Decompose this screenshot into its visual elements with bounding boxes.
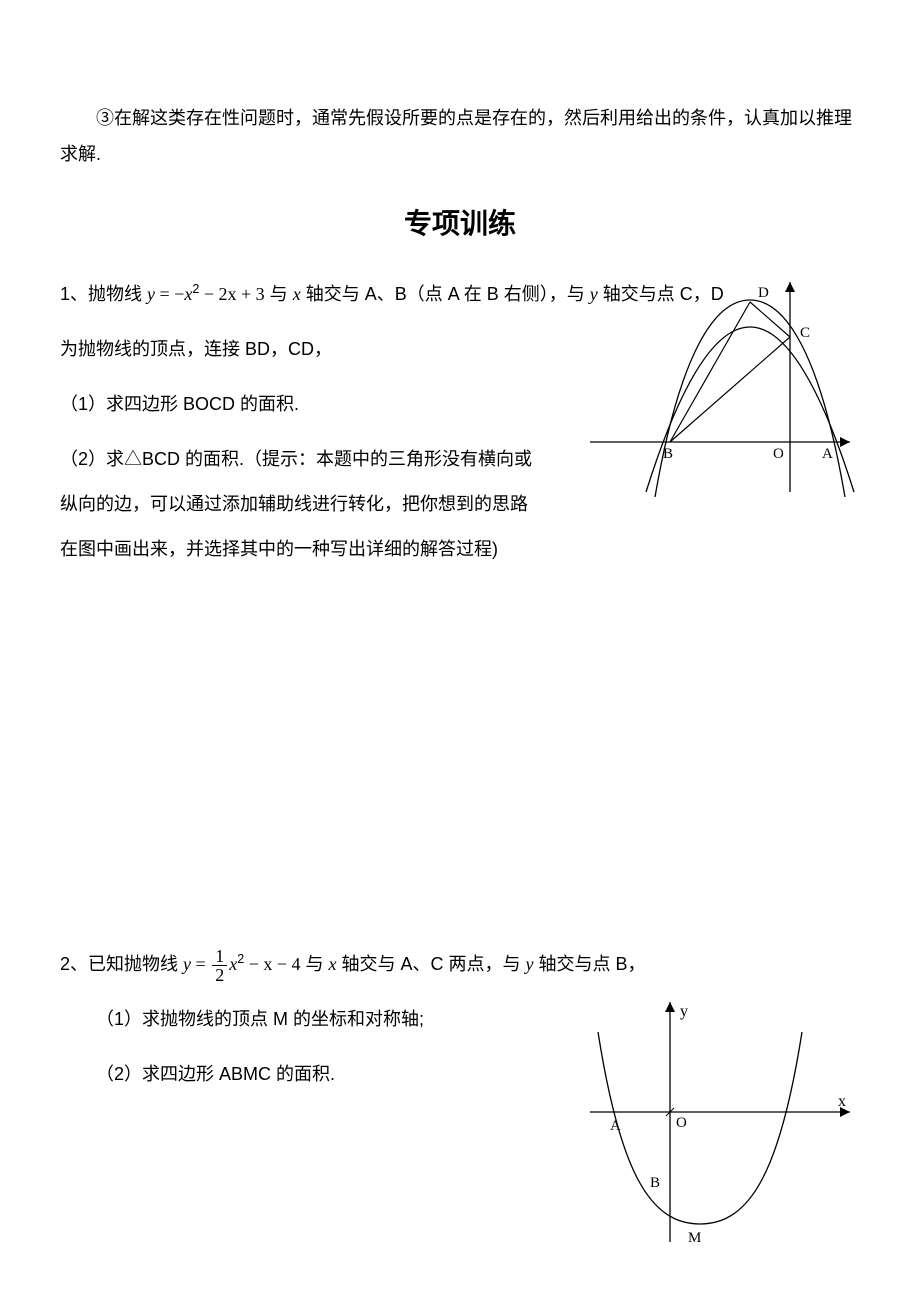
q2-stem-mid1: 与 — [301, 954, 329, 974]
q2-figure: y x A O B M — [580, 992, 860, 1252]
question-2: 2、已知抛物线 y = 12x2 − x − 4 与 x 轴交与 A、C 两点，… — [60, 942, 860, 1097]
q1-label-B: B — [663, 446, 673, 462]
q1-axis-x: x — [293, 284, 301, 304]
q1-workspace-gap — [60, 592, 860, 942]
q1-sub2: （2）求△BCD 的面积.（提示：本题中的三角形没有横向或纵向的边，可以通过添加… — [60, 437, 540, 572]
intro-paragraph: ③在解这类存在性问题时，通常先假设所要的点是存在的，然后利用给出的条件，认真加以… — [60, 100, 860, 172]
q2-stem: 2、已知抛物线 y = 12x2 − x − 4 与 x 轴交与 A、C 两点，… — [60, 942, 860, 987]
q2-label-y: y — [680, 1003, 688, 1020]
q2-stem-pre: 已知抛物线 — [88, 954, 183, 974]
q1-label-A: A — [822, 446, 833, 462]
q2-stem-mid3: 轴交与点 B， — [534, 954, 646, 974]
q1-stem-line2: 为抛物线的顶点，连接 BD，CD， — [60, 327, 540, 372]
q2-formula-tail: − x − 4 — [244, 954, 300, 974]
q2-label-A: A — [610, 1118, 621, 1134]
q1-number: 1、 — [60, 284, 88, 304]
q1-formula-eq: = − — [155, 284, 184, 304]
q1-stem-pre: 抛物线 — [88, 284, 147, 304]
q1-stem-mid1: 与 — [265, 284, 293, 304]
q1-formula-y: y — [147, 284, 155, 304]
q2-label-x: x — [838, 1093, 846, 1110]
q2-label-M: M — [688, 1230, 701, 1246]
q2-label-B: B — [650, 1175, 660, 1191]
q2-fraction: 12 — [212, 947, 227, 984]
q1-figure: D C B O A — [580, 272, 860, 502]
q2-axis-x: x — [329, 954, 337, 974]
q2-frac-num: 1 — [212, 947, 227, 966]
q1-label-C: C — [800, 325, 810, 341]
q2-formula-y: y — [183, 954, 191, 974]
q2-formula-x1: x — [229, 954, 237, 974]
q2-frac-den: 2 — [212, 966, 227, 984]
q2-formula-eq: = — [191, 954, 210, 974]
q1-stem-mid2: 轴交与 A、B（点 A 在 B 右侧），与 — [301, 284, 590, 304]
section-heading: 专项训练 — [60, 202, 860, 242]
q1-label-O: O — [773, 446, 784, 462]
q2-stem-mid2: 轴交与 A、C 两点，与 — [337, 954, 526, 974]
q2-label-O: O — [676, 1115, 687, 1131]
q1-formula-tail: − 2x + 3 — [199, 284, 264, 304]
q2-number: 2、 — [60, 954, 88, 974]
q1-label-D: D — [758, 285, 769, 301]
q1-sub1: （1）求四边形 BOCD 的面积. — [60, 382, 540, 427]
q2-axis-y: y — [526, 954, 534, 974]
question-1: 1、抛物线 y = −x2 − 2x + 3 与 x 轴交与 A、B（点 A 在… — [60, 272, 860, 572]
